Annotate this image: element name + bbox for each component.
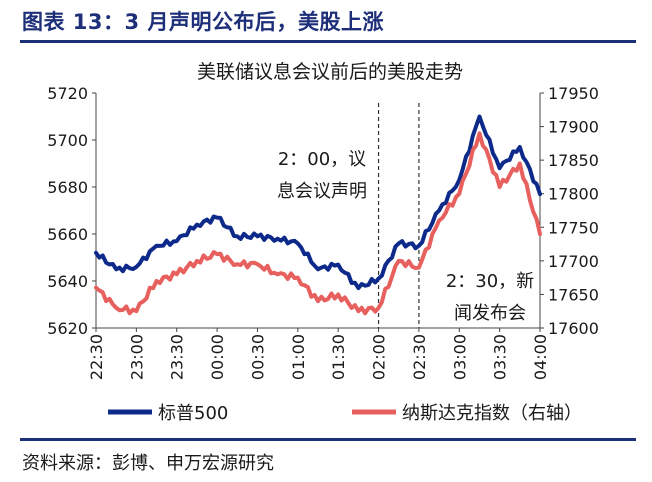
legend: 标普500 纳斯达克指数（右轴） bbox=[108, 403, 582, 424]
right-tick-label: 17800 bbox=[548, 185, 599, 204]
left-tick-label: 5680 bbox=[47, 178, 88, 197]
right-tick-label: 17750 bbox=[548, 218, 599, 237]
x-tick-label: 23:00 bbox=[127, 334, 146, 380]
right-tick-label: 17650 bbox=[548, 285, 599, 304]
announcement-label: 2：00，议 bbox=[278, 149, 366, 170]
left-tick-label: 5620 bbox=[47, 319, 88, 338]
x-tick-label: 02:30 bbox=[410, 334, 429, 380]
right-tick-label: 17900 bbox=[548, 118, 599, 137]
sp500-line bbox=[94, 114, 542, 291]
x-tick-label: 22:30 bbox=[87, 334, 106, 380]
right-tick-label: 17600 bbox=[548, 319, 599, 338]
title-rule bbox=[20, 40, 636, 43]
announcement-label: 息会议声明 bbox=[277, 181, 367, 202]
right-tick-label: 17950 bbox=[548, 84, 599, 103]
left-tick-label: 5660 bbox=[47, 225, 88, 244]
left-tick-label: 5640 bbox=[47, 272, 88, 291]
x-tick-label: 01:00 bbox=[289, 334, 308, 380]
x-tick-label: 00:30 bbox=[248, 334, 267, 380]
x-tick-label: 00:00 bbox=[208, 334, 227, 380]
figure-title: 图表 13：3 月声明公布后，美股上涨 bbox=[22, 10, 384, 34]
announcement-label: 闻发布会 bbox=[454, 303, 526, 324]
right-tick-label: 17850 bbox=[548, 151, 599, 170]
x-tick-label: 03:30 bbox=[491, 334, 510, 380]
x-tick-label: 01:30 bbox=[329, 334, 348, 380]
legend-label: 纳斯达克指数（右轴） bbox=[402, 403, 582, 424]
nasdaq-line bbox=[94, 131, 542, 316]
x-tick-label: 04:00 bbox=[531, 334, 550, 380]
left-tick-label: 5700 bbox=[47, 131, 88, 150]
source-note: 资料来源：彭博、申万宏源研究 bbox=[22, 453, 274, 474]
announcement-label: 2：30，新 bbox=[446, 271, 534, 292]
series-lines bbox=[94, 114, 542, 316]
chart-title: 美联储议息会议前后的美股走势 bbox=[197, 61, 463, 83]
x-tick-label: 02:00 bbox=[370, 334, 389, 380]
left-tick-label: 5720 bbox=[47, 84, 88, 103]
x-tick-label: 23:30 bbox=[168, 334, 187, 380]
axes: 5620 5640 5660 5680 5700 5720 17600 17650 17700 1… bbox=[47, 84, 599, 380]
source-rule bbox=[20, 438, 636, 441]
legend-label: 标普500 bbox=[158, 403, 228, 424]
x-tick-label: 03:00 bbox=[450, 334, 469, 380]
right-tick-label: 17700 bbox=[548, 252, 599, 271]
